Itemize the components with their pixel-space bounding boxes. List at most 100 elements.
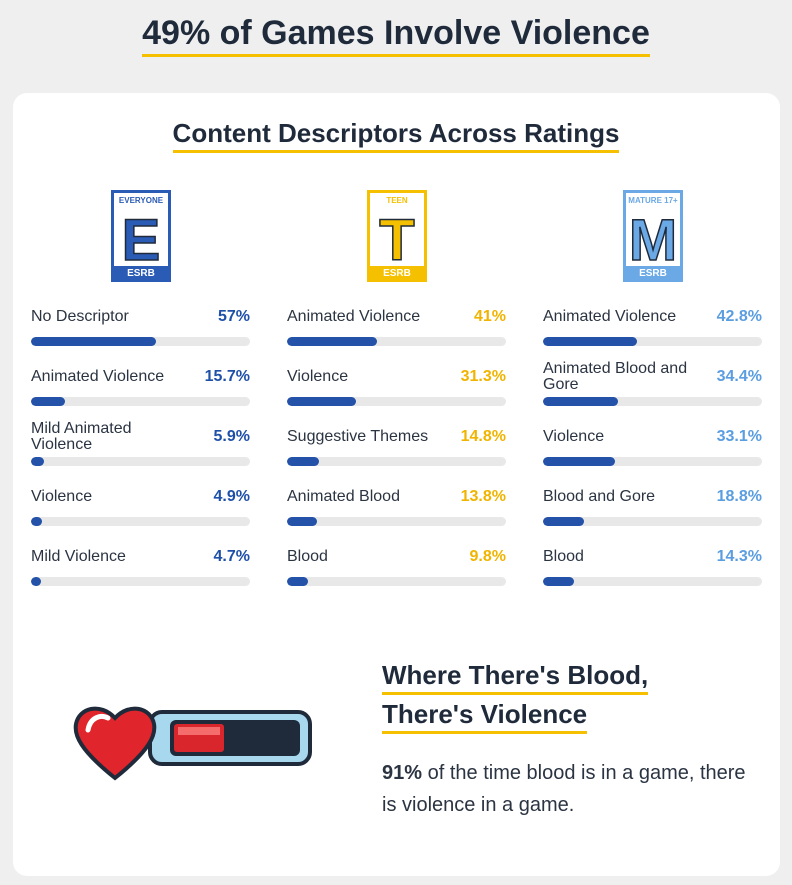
badge-top [113, 193, 168, 206]
category-label: Violence [543, 428, 605, 445]
category-label: No Descriptor [31, 308, 129, 325]
callout-title: Where There's Blood, [382, 660, 649, 695]
bar-track [543, 577, 762, 586]
row-label: Animated Violence 42.8% [543, 299, 762, 335]
badge-top [369, 193, 424, 206]
bar-row: Violence 4.9% [31, 479, 250, 539]
bar-chart: EVERYONE E ESRB No Descriptor 57% Animated Vi… [31, 190, 250, 599]
title: 49% of Games Involve Violence [142, 14, 650, 57]
bar-track [543, 517, 762, 526]
badge-bottom-text: ESRB [383, 268, 411, 279]
row-label: Animated Blood and Gore 34.4% [543, 359, 762, 395]
bar [31, 517, 42, 526]
value-label: 15.7% [204, 368, 250, 385]
bar-row: Blood 14.3% [543, 539, 762, 599]
category-label: Blood and Gore [543, 488, 656, 505]
row-label: Animated Blood 13.8% [287, 479, 506, 515]
bar [31, 577, 42, 586]
title-wrap: 49% of Games Involve Violence [0, 14, 792, 57]
value-label: 41% [473, 308, 506, 325]
bar [31, 457, 44, 466]
value-label: 5.9% [213, 428, 250, 445]
value-label: 42.8% [716, 308, 762, 325]
row-label: Violence 33.1% [543, 419, 762, 455]
bar-track [31, 337, 250, 346]
value-label: 31.3% [460, 368, 506, 385]
panel-title-wrap: Content Descriptors Across Ratings [0, 118, 792, 153]
callout-highlight: 91% [382, 762, 423, 784]
bar-row: Animated Violence 41% [287, 299, 506, 359]
bar [287, 577, 309, 586]
badge-frame [110, 190, 171, 282]
value-label: 14.8% [460, 428, 506, 445]
category-label: Blood [287, 548, 328, 565]
bar [287, 517, 318, 526]
value-label: 4.7% [213, 548, 250, 565]
bar-row: Blood and Gore 18.8% [543, 479, 762, 539]
bar-track [31, 577, 250, 586]
badge-letter: M [628, 208, 676, 273]
bar-row: Mild Animated Violence 5.9% [31, 419, 250, 479]
category-label: Animated Blood and Gore [543, 360, 688, 393]
callout-title-1-wrap: Where There's Blood, [382, 660, 649, 695]
value-label: 4.9% [213, 488, 250, 505]
row-label: Violence 31.3% [287, 359, 506, 395]
bar-row: Animated Blood and Gore 34.4% [543, 359, 762, 419]
bar-track [287, 397, 506, 406]
badge-frame [622, 190, 683, 282]
value-label: 33.1% [716, 428, 762, 445]
value-label: 57% [217, 308, 250, 325]
bar-row: Animated Violence 15.7% [31, 359, 250, 419]
bar-chart: TEEN T ESRB Animated Violence 41% Violence 31.… [287, 190, 506, 599]
category-label: Animated Blood [287, 488, 400, 505]
bar-row: Violence 33.1% [543, 419, 762, 479]
bar-row: Animated Blood 13.8% [287, 479, 506, 539]
bar [287, 337, 377, 346]
bar-track [287, 337, 506, 346]
row-label: Animated Violence 15.7% [31, 359, 250, 395]
badge-top-text: TEEN [386, 196, 408, 205]
badge-top-text: EVERYONE [118, 196, 163, 205]
value-label: 14.3% [716, 548, 762, 565]
badge-bottom-text: ESRB [639, 268, 667, 279]
row-label: Suggestive Themes 14.8% [287, 419, 506, 455]
bar-track [287, 457, 506, 466]
row-label: No Descriptor 57% [31, 299, 250, 335]
bar-chart: MATURE 17+ M ESRB Animated Violence 42.8% Ani… [543, 190, 762, 599]
badge-bottom [625, 266, 680, 279]
value-label: 18.8% [716, 488, 762, 505]
bar [543, 577, 575, 586]
row-label: Mild Animated Violence 5.9% [31, 419, 250, 455]
category-label: Blood [543, 548, 584, 565]
bar-track [543, 397, 762, 406]
bar [543, 457, 616, 466]
bar-track [31, 397, 250, 406]
badge-top [625, 193, 680, 206]
row-label: Animated Violence 41% [287, 299, 506, 335]
category-label: Mild Violence [31, 548, 126, 565]
bar [287, 397, 356, 406]
category-label: Animated Violence [31, 368, 165, 385]
panel-title: Content Descriptors Across Ratings [172, 118, 620, 153]
value-label: 34.4% [716, 368, 762, 385]
health-illustration [73, 706, 312, 781]
value-label: 13.8% [460, 488, 506, 505]
row-label: Blood 9.8% [287, 539, 506, 575]
bar-row: Mild Violence 4.7% [31, 539, 250, 599]
category-label: Mild Animated Violence [31, 420, 132, 453]
row-label: Mild Violence 4.7% [31, 539, 250, 575]
category-label: Animated Violence [543, 308, 677, 325]
category-label: Animated Violence [287, 308, 421, 325]
bar-track [543, 337, 762, 346]
bar [543, 397, 619, 406]
callout-body: of the time blood is in a game, there is… [382, 762, 746, 816]
badge-top-text: MATURE 17+ [628, 196, 678, 205]
bar-row: No Descriptor 57% [31, 299, 250, 359]
row-label: Blood 14.3% [543, 539, 762, 575]
row-label: Blood and Gore 18.8% [543, 479, 762, 515]
value-label: 9.8% [469, 548, 506, 565]
badge-bottom [113, 266, 168, 279]
